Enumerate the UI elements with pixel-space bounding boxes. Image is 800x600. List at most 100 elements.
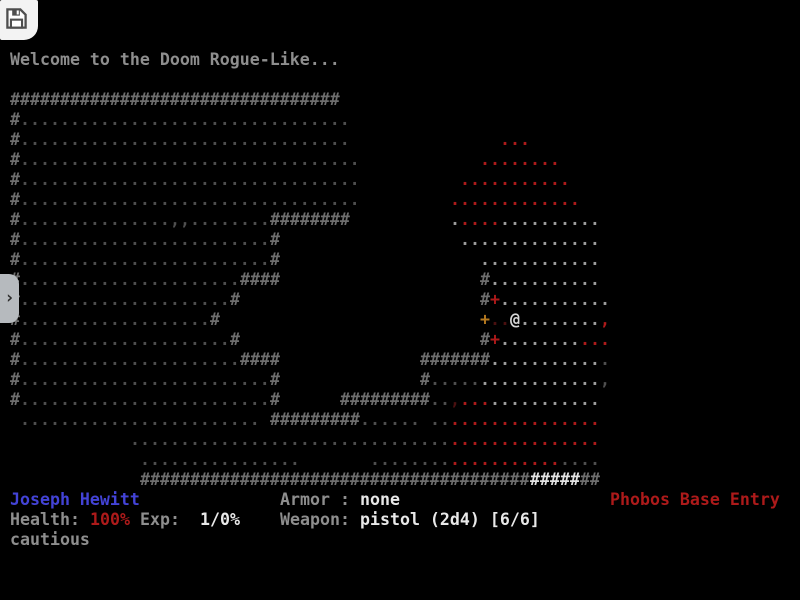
map-cells: ..................... <box>20 290 230 309</box>
map-cells: , <box>600 310 610 329</box>
map-wall: ######### <box>270 410 360 429</box>
map-cells: .... <box>560 450 600 469</box>
welcome-message: Welcome to the Doom Rogue-Like... <box>10 50 340 69</box>
map-wall: #### <box>240 270 280 289</box>
map-cells: ................................. <box>20 110 350 129</box>
weapon-label: Weapon <box>280 510 340 529</box>
map-cells: ...................... <box>20 270 240 289</box>
map-cells: ........ <box>480 150 560 169</box>
map-cells: ,, <box>170 210 190 229</box>
map-cells: ........ <box>370 450 450 469</box>
map-wall: ####### <box>420 350 490 369</box>
map-wall: ######## <box>270 210 350 229</box>
map-wall: # <box>270 390 280 409</box>
player-avatar: @ <box>510 310 520 329</box>
map-cells: .............. <box>460 230 600 249</box>
map-cells: ........... <box>460 170 570 189</box>
map-cells: ........... <box>490 350 600 369</box>
weapon-value: pistol (2d4) [6/6] <box>360 510 540 529</box>
map-wall: # <box>10 110 20 129</box>
map-cells: ............ <box>480 370 600 389</box>
armor-value: none <box>360 490 400 509</box>
map-cells: .......... <box>500 210 600 229</box>
map-cells: .................................. <box>20 150 360 169</box>
map-cells: ............... <box>450 430 600 449</box>
map-cells: + <box>480 310 490 329</box>
map-wall: # <box>10 210 20 229</box>
map-wall: # <box>270 250 280 269</box>
chevron-right-icon: › <box>4 288 15 308</box>
map-cells: ... <box>500 130 530 149</box>
map-cells: ................................ <box>130 430 450 449</box>
map-cells: . <box>600 350 610 369</box>
map-cells: ... <box>460 390 490 409</box>
map-cells: ........ <box>190 210 270 229</box>
map-wall: ################################# <box>10 90 340 109</box>
map-cells: ......................... <box>20 390 270 409</box>
exp-label: Exp: <box>140 510 180 529</box>
health-value: 100% <box>90 510 130 529</box>
map-cells: ............... <box>450 410 600 429</box>
map-wall: ##### <box>530 470 580 489</box>
floppy-disk-icon <box>5 7 28 30</box>
map-wall: # <box>10 330 20 349</box>
map-wall: # <box>230 290 240 309</box>
map-cells: ... <box>580 330 610 349</box>
map-wall: # <box>10 390 20 409</box>
map-wall: # <box>10 170 20 189</box>
map-cells: .................................. <box>20 190 360 209</box>
map-wall: # <box>420 370 430 389</box>
map-cells: ........ <box>520 310 600 329</box>
map-cells: ............... <box>20 210 170 229</box>
map-cells: .... <box>460 210 500 229</box>
map-wall: # <box>480 330 490 349</box>
map-wall: ## <box>580 470 600 489</box>
map-wall: # <box>10 190 20 209</box>
map-wall: ####################################### <box>140 470 530 489</box>
map-cells: ........ <box>500 330 580 349</box>
map-cells: ........... <box>490 390 600 409</box>
tactic-value: cautious <box>10 530 90 549</box>
armor-label: Armor <box>280 490 330 509</box>
map-cells: ......................... <box>20 250 270 269</box>
map-cells: .......... <box>500 290 600 309</box>
map-cells: + <box>490 330 500 349</box>
map-cells: , <box>450 390 460 409</box>
map-cells: . <box>450 210 460 229</box>
map-wall: # <box>10 130 20 149</box>
map-cells: .. <box>490 310 510 329</box>
exp-value: 1/0% <box>200 510 240 529</box>
map-cells: ...................... <box>20 350 240 369</box>
map-cells: ............. <box>450 190 580 209</box>
map-wall: # <box>270 370 280 389</box>
map-wall: ######### <box>340 390 430 409</box>
save-button[interactable] <box>0 0 38 40</box>
map-cells: ........................ <box>20 410 260 429</box>
map-cells: ................... <box>20 310 210 329</box>
map-cells: + <box>490 290 500 309</box>
map-cells: ......................... <box>20 230 270 249</box>
map-wall: # <box>480 270 490 289</box>
map-wall: # <box>270 230 280 249</box>
drawer-handle[interactable]: › <box>0 274 19 323</box>
map-cells: ........... <box>490 270 600 289</box>
map-cells: ................................. <box>20 130 350 149</box>
health-label: Health: <box>10 510 80 529</box>
map-wall: # <box>10 150 20 169</box>
map-cells: .. <box>430 410 450 429</box>
map-cells: .. <box>430 390 450 409</box>
map-cells: ...... <box>360 410 420 429</box>
map-wall: # <box>10 370 20 389</box>
map-cells: . <box>600 290 610 309</box>
map-cells: ................ <box>140 450 300 469</box>
map-wall: # <box>230 330 240 349</box>
map-wall: # <box>480 290 490 309</box>
map-cells: ..................... <box>20 330 230 349</box>
map-wall: # <box>210 310 220 329</box>
map-cells: : <box>340 510 350 529</box>
map-cells: , <box>600 370 610 389</box>
map-cells: : <box>340 490 350 509</box>
location-name: Phobos Base Entry <box>610 490 780 509</box>
